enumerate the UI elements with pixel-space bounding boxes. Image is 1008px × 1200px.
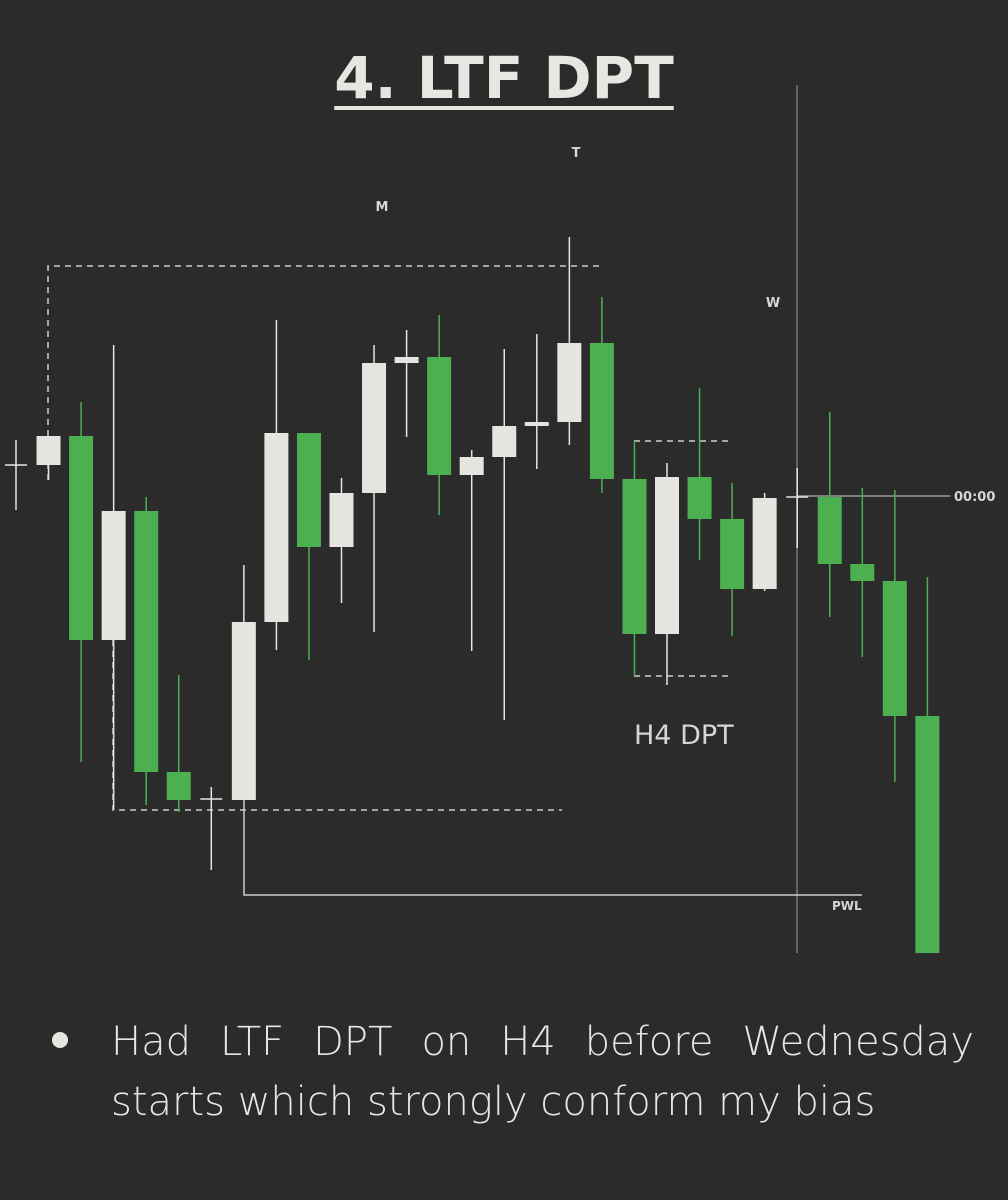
annotation: W [766, 296, 780, 311]
candle-body [817, 497, 842, 564]
candle-body [915, 716, 940, 953]
chart: M T W 00:00 PWL H4 DPT [5, 85, 995, 953]
candle-body [752, 498, 777, 589]
bullet-text: Had LTF DPT on H4 before Wednesday start… [111, 1019, 974, 1125]
candles [5, 237, 940, 953]
annotation: H4 DPT [634, 720, 734, 751]
candle-body [557, 343, 582, 422]
candle-body [394, 357, 419, 363]
candle-body [882, 581, 907, 716]
annotation: 00:00 [954, 490, 995, 505]
pwl-line [243, 800, 862, 896]
candle-body [720, 519, 745, 589]
annotation: T [572, 146, 581, 161]
candle-body [231, 622, 256, 800]
candle-body [655, 477, 679, 634]
candle-body [427, 357, 452, 475]
candle-body [329, 493, 354, 547]
candle-body [492, 426, 517, 457]
annotation: PWL [832, 899, 862, 913]
candle-body [36, 436, 61, 465]
candle-body [362, 363, 387, 493]
bullet: Had LTF DPT on H4 before Wednesday start… [48, 1012, 974, 1132]
candle-body [459, 457, 484, 475]
candle-body [134, 511, 159, 772]
candle-body [524, 422, 549, 426]
candle-body [622, 479, 647, 634]
candle-body [687, 477, 712, 519]
candle-body [850, 564, 875, 581]
bullet-dot [52, 1032, 68, 1048]
candle-body [264, 433, 289, 622]
candle-body [69, 436, 94, 640]
candle-body [296, 433, 321, 547]
candle-body [166, 772, 191, 800]
candle-body [101, 511, 126, 640]
high-level [47, 265, 602, 480]
annotation: M [376, 200, 389, 215]
candle-body [589, 343, 614, 479]
slide-title: 4. LTF DPT [334, 44, 674, 112]
